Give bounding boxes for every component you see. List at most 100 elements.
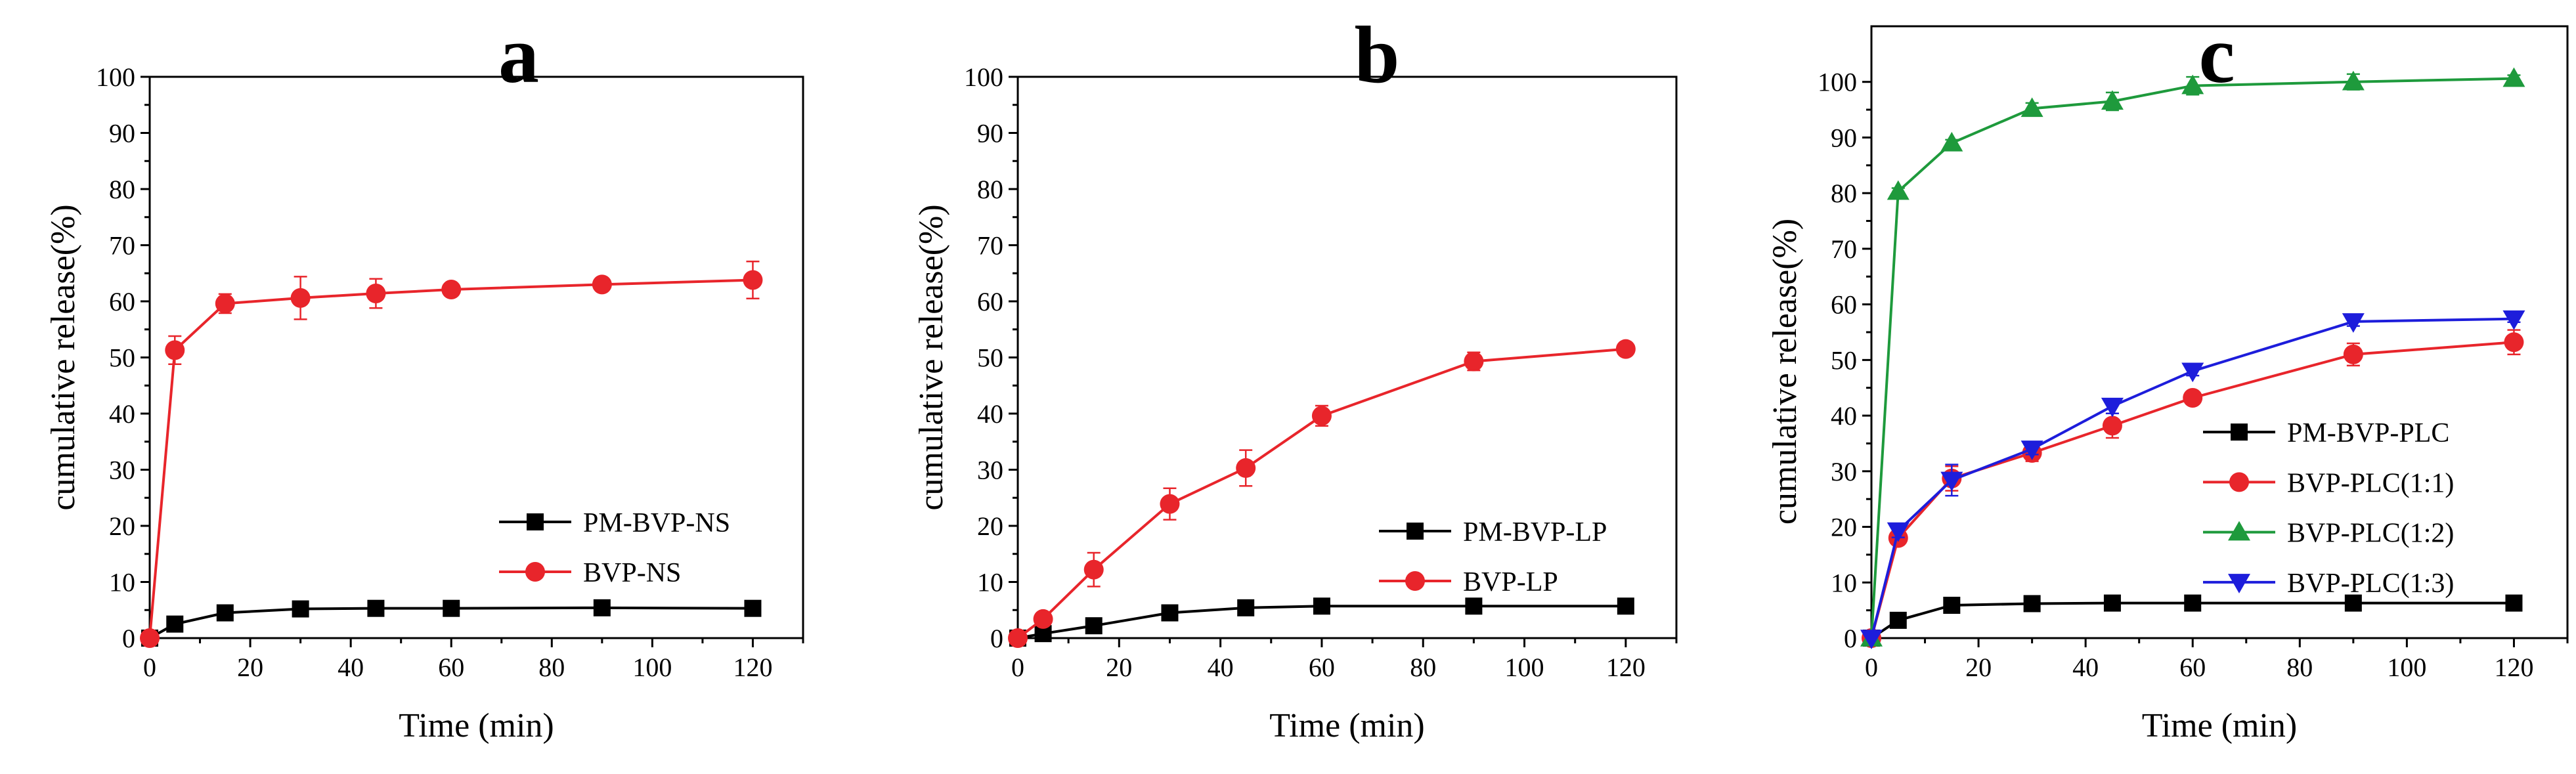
series-line [1870,77,2514,639]
y-tick-label: 30 [977,456,1003,485]
y-tick-label: 10 [109,568,135,597]
y-tick-label: 90 [1831,123,1857,152]
x-tick-label: 100 [632,653,672,682]
legend-label: BVP-NS [583,558,681,588]
data-point [366,284,386,304]
data-point [2102,416,2122,436]
series-pm-bvp-plc [1863,594,2523,647]
x-tick-label: 60 [2179,653,2206,682]
data-point [744,599,762,617]
chart-panel-a: 0 10 20 30 40 50 60 70 80 90 100 0 20 40 60 80 100 120 Tim… [45,10,804,744]
data-point [1887,522,1910,542]
data-point [2343,344,2363,364]
legend-label: PM-BVP-NS [583,508,730,538]
data-point [1311,406,1332,426]
y-tick-label: 40 [1831,401,1857,431]
data-point [215,293,235,314]
data-point [1615,339,1636,359]
series-bvp-lp [1008,339,1636,648]
data-point [1236,458,1256,478]
data-point [166,615,184,633]
plot-frame [148,75,804,639]
y-tick-label: 100 [96,62,135,92]
y-tick-label: 40 [109,399,135,429]
data-point [2344,594,2362,612]
legend-marker [1407,523,1424,540]
data-point [2181,362,2204,383]
data-point [2183,387,2203,408]
y-tick-label: 20 [977,511,1003,541]
y-tick-label: 0 [122,624,135,653]
data-point [1940,471,1963,492]
x-tick-label: 100 [2387,653,2426,682]
data-point [1464,351,1484,372]
y-tick-label: 60 [1831,290,1857,320]
legend-marker [2229,472,2249,492]
x-tick-label: 20 [1106,653,1132,682]
data-point [1887,180,1910,200]
y-tick-label: 60 [109,287,135,316]
data-point [2020,441,2043,460]
legend-label: BVP-PLC(1:3) [2287,569,2454,599]
data-point [1237,599,1255,616]
data-point [1860,630,1883,649]
y-tick-label: 60 [977,287,1003,316]
y-tick-label: 100 [1818,68,1857,97]
y-axis-title: cumulative release(%) [913,204,950,510]
y-tick-label: 80 [977,175,1003,204]
data-point [216,604,234,622]
data-point [165,340,185,360]
data-point [2342,313,2365,333]
data-point [1889,611,1907,629]
x-tick-label: 80 [2286,653,2313,682]
series-line [1870,317,2514,639]
data-point [2502,310,2525,330]
data-point [2101,90,2124,110]
series-bvp-plc-1-2- [1860,67,2525,647]
y-tick-label: 80 [1831,179,1857,208]
y-tick-label: 70 [977,231,1003,261]
data-point [1617,597,1634,615]
data-point [2023,595,2041,613]
x-tick-label: 80 [538,653,565,682]
data-point [367,599,385,617]
legend-label: PM-BVP-LP [1463,517,1607,548]
data-point [1313,597,1330,615]
x-tick-label: 60 [1309,653,1335,682]
data-point [1160,494,1180,514]
data-point [2342,70,2365,91]
data-point [2101,397,2124,418]
y-tick-label: 80 [109,175,135,204]
legend-label: BVP-PLC(1:1) [2287,468,2454,498]
y-tick-label: 90 [109,119,135,148]
series-line [1870,341,2514,639]
x-tick-label: 100 [1505,653,1544,682]
legend-marker [2228,574,2250,593]
legend-label: PM-BVP-PLC [2287,418,2449,448]
data-point [1083,559,1104,580]
data-point [1940,131,1963,152]
y-tick-label: 70 [109,231,135,261]
x-tick-label: 120 [733,653,772,682]
legend-marker [525,562,545,582]
y-tick-label: 50 [109,343,135,373]
y-tick-label: 0 [990,624,1003,653]
y-tick-label: 10 [1831,568,1857,597]
data-point [292,600,309,618]
y-tick-label: 50 [977,343,1003,373]
data-point [592,274,612,295]
data-point [1033,609,1053,629]
x-tick-label: 120 [2494,653,2533,682]
y-axis-title: cumulative release(%) [1766,219,1804,525]
x-tick-label: 40 [338,653,364,682]
y-tick-label: 10 [977,568,1003,597]
legend: PM-BVP-PLC BVP-PLC(1:1) BVP-PLC(1:2) BVP-PL… [2203,418,2454,599]
data-point [2020,97,2043,118]
legend-marker [527,513,544,530]
chart-panel-b: 0 10 20 30 40 50 60 70 80 90 100 0 20 40 60 80 100 120 Tim… [913,10,1678,744]
data-point [1085,617,1102,635]
legend-marker [2231,423,2248,441]
data-point [2502,67,2525,87]
x-tick-label: 0 [1011,653,1024,682]
